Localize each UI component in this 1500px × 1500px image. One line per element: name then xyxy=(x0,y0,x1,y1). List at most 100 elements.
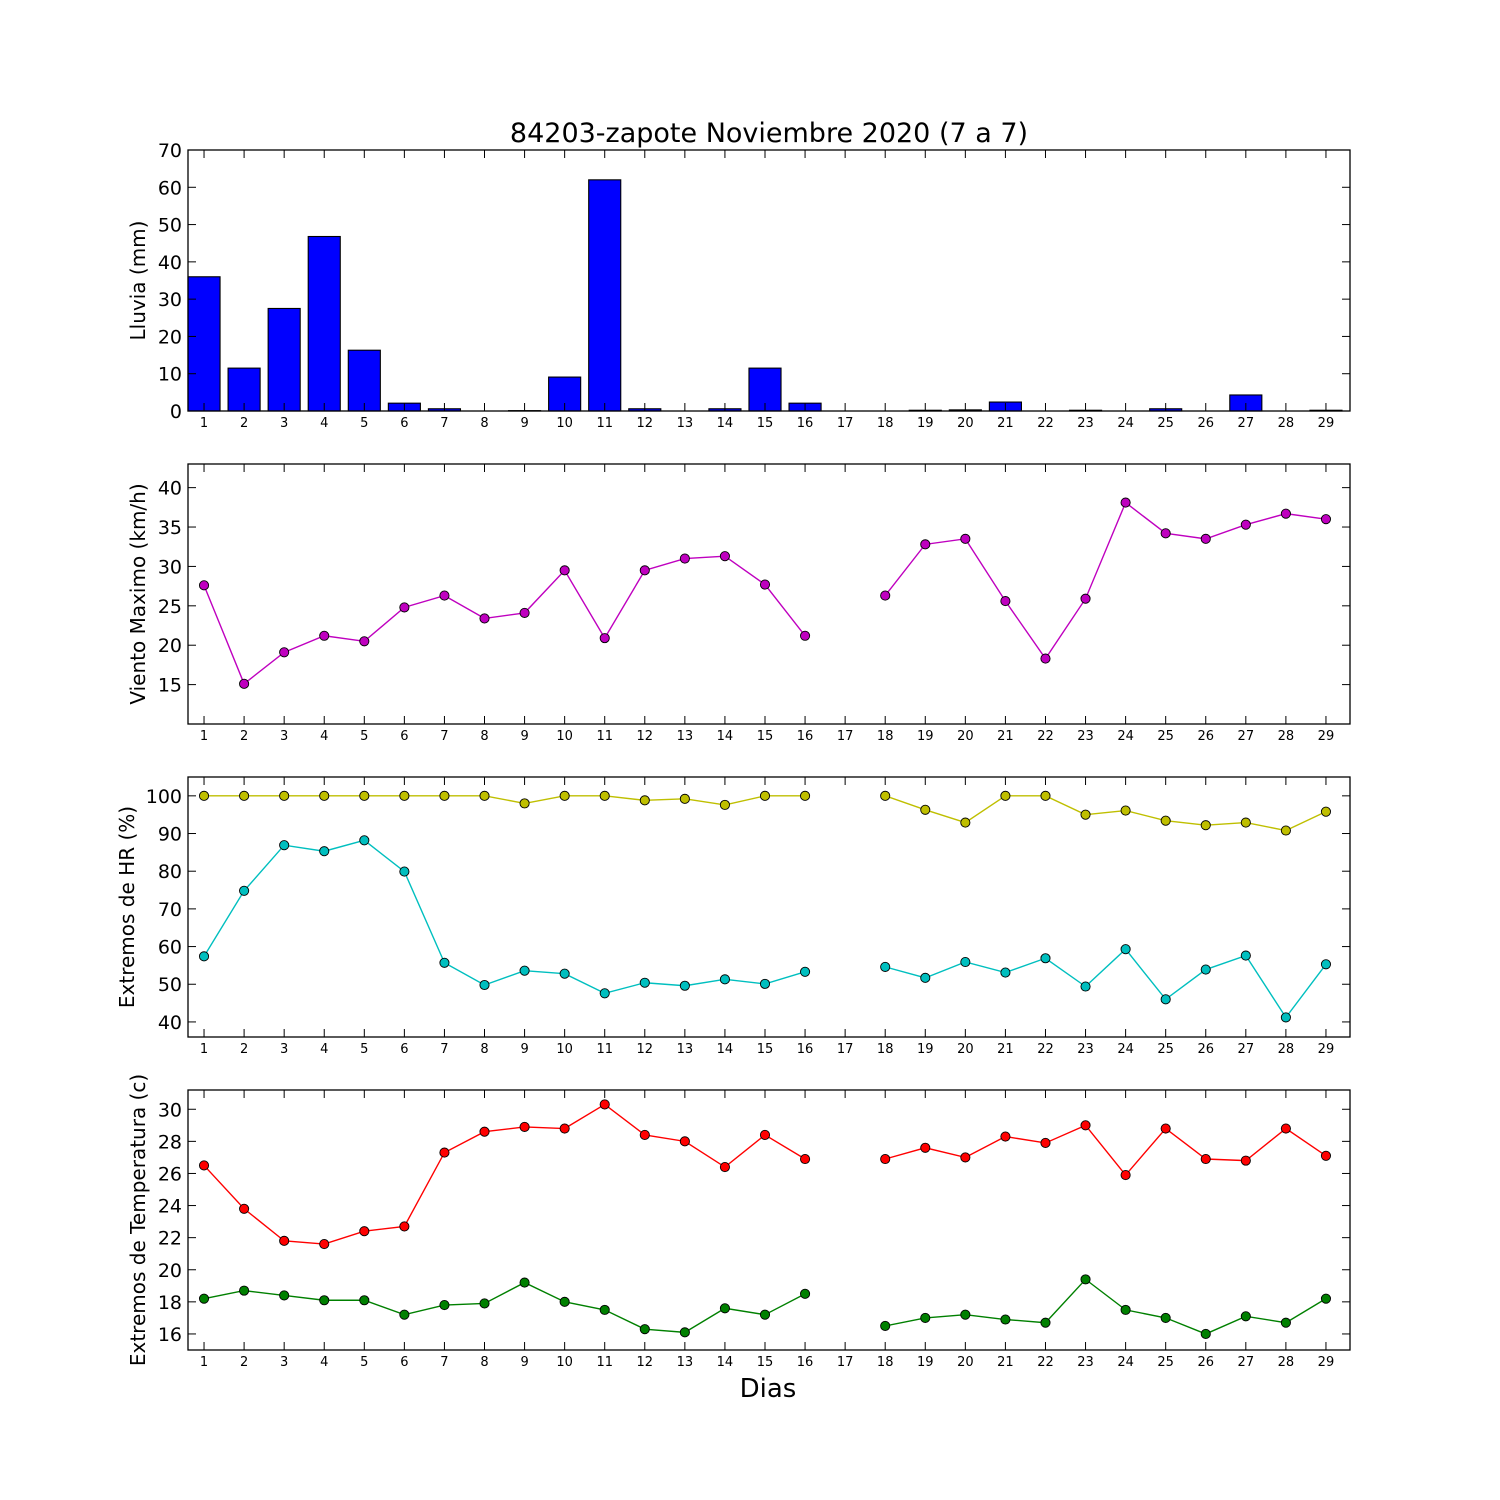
y-tick-label: 28 xyxy=(158,1131,182,1153)
y-tick-label: 40 xyxy=(158,252,182,274)
series-0-point-day-26 xyxy=(1200,533,1211,544)
y-tick-label: 24 xyxy=(158,1196,182,1218)
series-1-point-day-16 xyxy=(800,966,811,977)
series-0-point-day-16 xyxy=(800,630,811,641)
series-1-point-day-18 xyxy=(880,961,891,972)
x-tick-label: 18 xyxy=(877,729,894,744)
x-tick-label: 28 xyxy=(1278,1042,1295,1057)
series-0-point-day-6 xyxy=(399,1221,410,1232)
series-1-line-segment-1 xyxy=(885,948,1327,1019)
y-tick-label: 30 xyxy=(158,1099,182,1121)
series-0-point-day-6 xyxy=(399,790,410,801)
series-0-point-day-7 xyxy=(439,1147,450,1158)
x-tick-label: 26 xyxy=(1197,729,1214,744)
x-tick-label: 21 xyxy=(997,416,1014,431)
x-tick-label: 14 xyxy=(717,416,734,431)
x-tick-label: 4 xyxy=(320,1042,328,1057)
series-0-point-day-2 xyxy=(239,1203,250,1214)
x-tick-label: 19 xyxy=(917,416,934,431)
series-0-point-day-21 xyxy=(1000,790,1011,801)
series-0-point-day-4 xyxy=(319,1239,330,1250)
x-tick-label: 16 xyxy=(797,1355,814,1370)
x-tick-label: 29 xyxy=(1318,729,1335,744)
series-0-point-day-21 xyxy=(1000,1131,1011,1142)
series-0-point-day-26 xyxy=(1200,1153,1211,1165)
x-tick-label: 8 xyxy=(480,729,488,744)
series-1-point-day-19 xyxy=(920,972,931,983)
x-tick-label: 16 xyxy=(797,1042,814,1057)
x-tick-label: 12 xyxy=(637,1355,654,1370)
series-0-point-day-12 xyxy=(639,1129,650,1140)
series-0-point-day-13 xyxy=(679,793,690,804)
series-0-point-day-19 xyxy=(920,804,931,815)
series-0-point-day-24 xyxy=(1120,497,1131,508)
x-tick-label: 12 xyxy=(637,416,654,431)
x-tick-label: 14 xyxy=(717,1042,734,1057)
x-tick-label: 15 xyxy=(757,416,774,431)
x-tick-label: 2 xyxy=(240,729,248,744)
x-tick-label: 2 xyxy=(240,416,248,431)
x-tick-label: 20 xyxy=(957,416,974,431)
series-1-point-day-10 xyxy=(559,968,570,979)
series-1-point-day-1 xyxy=(198,951,210,962)
series-0-point-day-1 xyxy=(198,1160,210,1171)
x-tick-label: 6 xyxy=(400,1042,408,1057)
series-0-line-segment-0 xyxy=(203,555,806,685)
series-0-point-day-25 xyxy=(1160,815,1171,826)
x-tick-label: 29 xyxy=(1318,1355,1335,1370)
x-tick-label: 25 xyxy=(1157,416,1174,431)
x-tick-label: 5 xyxy=(360,1355,368,1370)
x-tick-label: 1 xyxy=(200,729,208,744)
series-1-point-day-5 xyxy=(359,835,370,846)
series-1-point-day-25 xyxy=(1160,1312,1171,1323)
x-tick-label: 11 xyxy=(596,416,613,431)
y-tick-label: 20 xyxy=(158,635,182,657)
series-0-point-day-1 xyxy=(198,580,210,591)
series-1-point-day-2 xyxy=(239,885,250,896)
series-0-point-day-15 xyxy=(759,790,771,801)
x-tick-label: 21 xyxy=(997,729,1014,744)
series-0-point-day-3 xyxy=(279,790,290,801)
series-1-point-day-19 xyxy=(920,1312,931,1323)
y-tick-label: 0 xyxy=(170,401,182,423)
x-tick-label: 8 xyxy=(480,1355,488,1370)
series-0-point-day-22 xyxy=(1040,1137,1051,1149)
series-1-point-day-8 xyxy=(479,979,490,991)
bar-day-3 xyxy=(267,307,301,412)
x-tick-label: 3 xyxy=(280,1042,288,1057)
series-0-point-day-4 xyxy=(319,630,330,641)
x-tick-label: 18 xyxy=(877,1355,894,1370)
series-1-point-day-21 xyxy=(1000,1314,1011,1325)
series-1-point-day-7 xyxy=(439,1300,450,1311)
x-tick-label: 21 xyxy=(997,1042,1014,1057)
series-0-point-day-23 xyxy=(1080,593,1091,604)
series-0-point-day-27 xyxy=(1240,817,1251,828)
x-tick-label: 1 xyxy=(200,1355,208,1370)
x-tick-label: 19 xyxy=(917,1042,934,1057)
series-1-point-day-20 xyxy=(960,1309,971,1320)
series-1-point-day-20 xyxy=(960,956,971,968)
x-tick-label: 19 xyxy=(917,1355,934,1370)
series-1-point-day-27 xyxy=(1240,950,1251,961)
series-1-point-day-26 xyxy=(1200,1328,1211,1339)
series-1-point-day-16 xyxy=(800,1288,811,1299)
x-tick-label: 7 xyxy=(440,416,448,431)
y-axis-label: Extremos de Temperatura (c) xyxy=(126,1074,150,1366)
y-tick-label: 20 xyxy=(158,1260,182,1282)
y-tick-label: 26 xyxy=(158,1163,182,1185)
axes-frame xyxy=(187,776,1351,1038)
x-tick-label: 5 xyxy=(360,1042,368,1057)
x-tick-label: 16 xyxy=(797,729,814,744)
series-1-point-day-10 xyxy=(559,1296,570,1307)
series-0-point-day-26 xyxy=(1200,820,1211,831)
series-0-point-day-29 xyxy=(1320,514,1332,525)
series-0-point-day-29 xyxy=(1320,806,1332,817)
series-1-point-day-4 xyxy=(319,846,330,857)
series-0-point-day-8 xyxy=(479,1126,490,1137)
x-tick-label: 9 xyxy=(520,729,528,744)
series-0-point-day-20 xyxy=(960,1152,971,1163)
x-tick-label: 11 xyxy=(596,1355,613,1370)
x-tick-label: 11 xyxy=(596,729,613,744)
